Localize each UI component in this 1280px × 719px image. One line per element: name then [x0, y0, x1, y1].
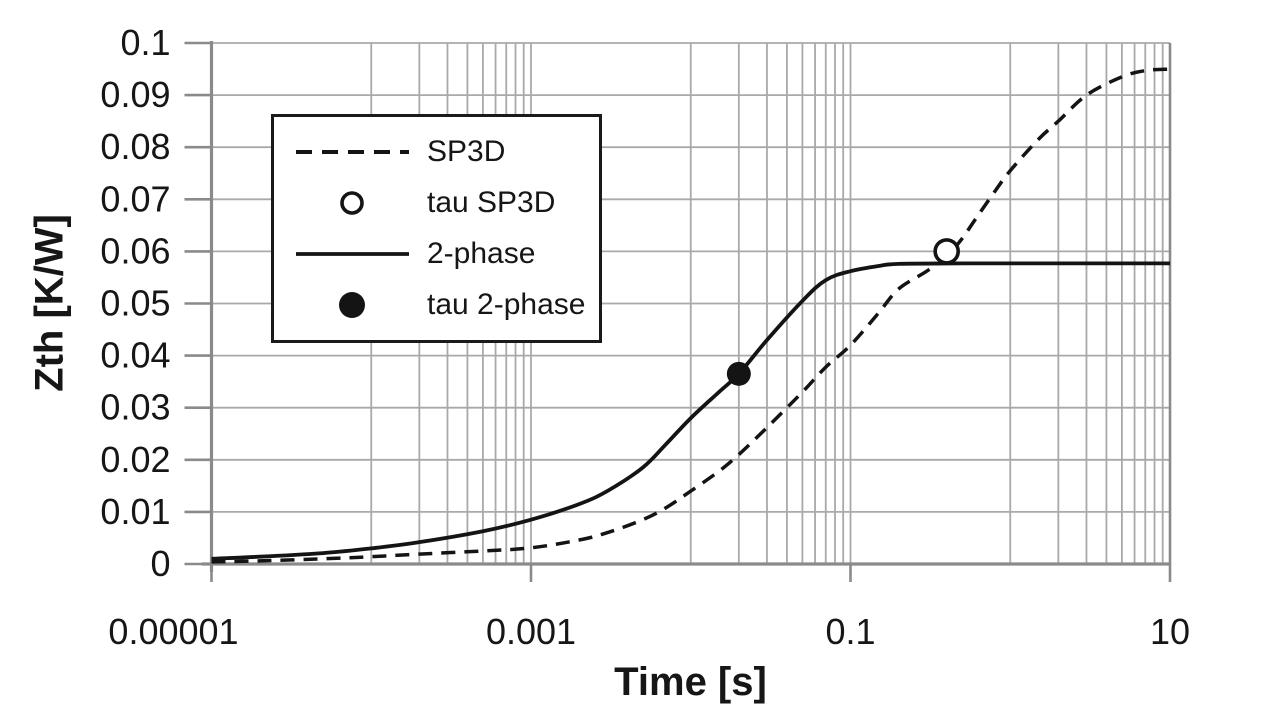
- y-tick-label: 0: [150, 543, 170, 584]
- open-circle-icon: [294, 189, 411, 217]
- legend-label-tau-2phase: tau 2-phase: [427, 287, 586, 321]
- series-curve-2-phase: [211, 261, 1170, 561]
- y-axis-title: Zth [K/W]: [27, 214, 72, 392]
- legend-item-sp3d: SP3D: [294, 135, 593, 169]
- marker-tau-sp3d: [933, 238, 960, 265]
- y-tick-label: 0.06: [100, 230, 170, 271]
- y-tick-label: 0.01: [100, 491, 170, 532]
- tick-marks: [184, 41, 1172, 582]
- y-tick-label: 0.04: [100, 335, 170, 376]
- y-tick-label: 0.03: [100, 387, 170, 428]
- y-tick-label: 0.05: [100, 283, 170, 324]
- y-tick-label: 0.09: [100, 74, 170, 115]
- y-tick-label: 0.07: [100, 178, 170, 219]
- legend-label-sp3d: SP3D: [427, 135, 506, 169]
- legend-item-2phase: 2-phase: [294, 237, 593, 271]
- legend-box: SP3D tau SP3D 2-phase tau 2-phase: [271, 114, 602, 343]
- y-tick-label: 0.08: [100, 126, 170, 167]
- legend-label-2phase: 2-phase: [427, 236, 536, 270]
- tick-labels: 0.1 0.09 0.08 0.07 0.06 0.05 0.04 0.03 0.02 0.01 0…: [100, 22, 1190, 652]
- x-tick-label: 0.1: [825, 611, 875, 652]
- legend-item-tau-sp3d: tau SP3D: [294, 186, 593, 220]
- solid-line-icon: [294, 249, 411, 259]
- y-tick-label: 0.1: [120, 22, 170, 63]
- x-tick-label: 0.001: [486, 611, 576, 652]
- legend-item-tau-2phase: tau 2-phase: [294, 288, 593, 322]
- x-axis-title: Time [s]: [614, 660, 767, 704]
- legend-label-tau-sp3d: tau SP3D: [427, 186, 556, 220]
- dashed-line-icon: [294, 147, 411, 157]
- y-tick-label: 0.02: [100, 439, 170, 480]
- x-tick-label: 0.00001: [108, 611, 238, 652]
- filled-circle-icon: [294, 290, 411, 320]
- x-tick-label: 10: [1150, 611, 1190, 652]
- marker-tau-2-phase: [726, 361, 751, 386]
- axes: [201, 41, 1172, 572]
